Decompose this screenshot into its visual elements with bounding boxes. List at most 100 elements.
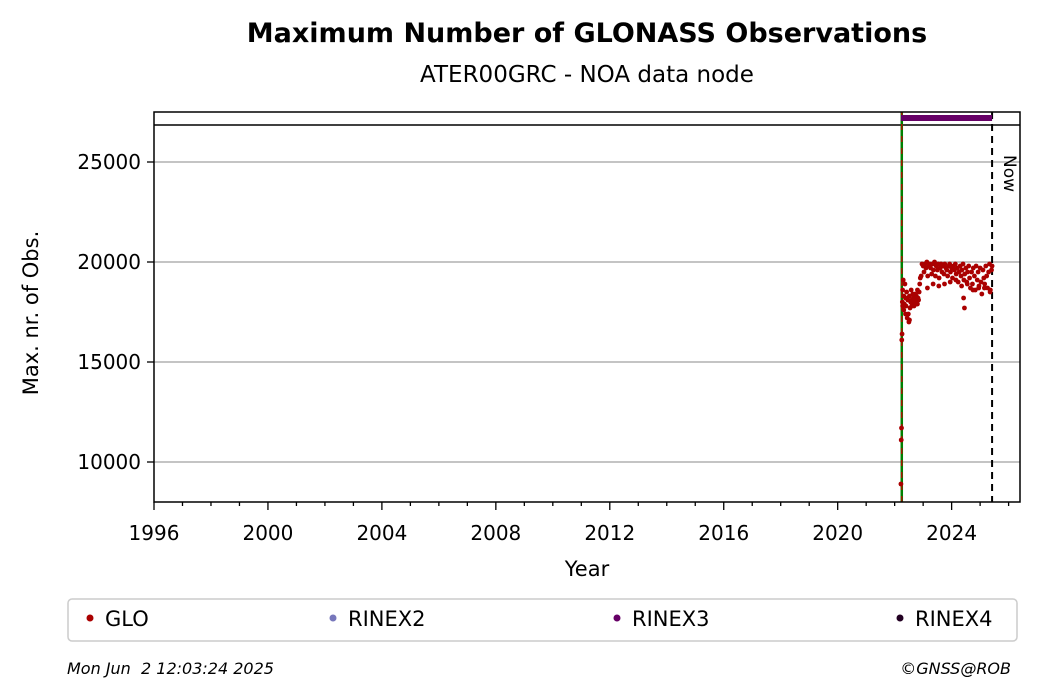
plot-frame [153, 111, 1021, 503]
data-point-glo [953, 277, 959, 283]
x-tick-label: 2012 [584, 521, 635, 545]
data-point-glo [908, 287, 914, 293]
data-point-glo [972, 273, 977, 279]
data-point-glo [960, 261, 966, 267]
data-point-glo [900, 303, 906, 309]
data-point-glo [966, 263, 972, 269]
legend-marker-rinex3 [613, 614, 621, 622]
data-point-glo [961, 295, 966, 301]
data-point-glo [918, 273, 924, 279]
x-tick-label: 2000 [242, 521, 293, 545]
data-point-glo [916, 289, 922, 295]
data-point-glo [907, 317, 912, 323]
data-point-glo [973, 263, 979, 269]
data-point-glo [970, 287, 976, 293]
legend-frame [67, 598, 1018, 642]
data-point-glo [932, 259, 937, 265]
data-point-glo [916, 297, 921, 303]
data-point-glo [930, 281, 936, 287]
data-point-glo [959, 283, 965, 289]
data-point-glo [952, 261, 958, 267]
data-point-glo [970, 281, 975, 287]
data-point-glo [917, 281, 923, 287]
y-tick-label: 20000 [77, 250, 141, 274]
chart-title: Maximum Number of GLONASS Observations [247, 18, 927, 49]
y-tick-label: 10000 [77, 450, 141, 474]
x-tick-label: 2016 [698, 521, 749, 545]
data-point-glo [936, 283, 942, 289]
data-point-glo [932, 273, 938, 279]
data-point-glo [905, 295, 910, 301]
legend-marker-rinex4 [896, 614, 904, 622]
data-point-glo [981, 285, 987, 291]
legend-label-rinex4: RINEX4 [915, 607, 993, 631]
data-point-glo [941, 271, 947, 277]
data-point-glo [944, 267, 950, 273]
x-tick-label: 1996 [129, 521, 180, 545]
data-point-glo [925, 285, 930, 291]
plot-border [153, 111, 1021, 503]
data-point-glo [904, 289, 910, 295]
data-point-glo [899, 337, 905, 343]
data-point-glo [974, 277, 980, 283]
data-point-glo [965, 269, 970, 275]
data-point-glo [948, 269, 953, 275]
data-point-glo [901, 307, 907, 313]
data-point-glo [976, 285, 982, 291]
data-point-glo [989, 263, 995, 269]
data-point-glo [898, 437, 904, 443]
data-point-glo [964, 281, 970, 287]
data-point-glo [969, 269, 974, 275]
data-point-glo [962, 305, 967, 311]
grid-layer [154, 124, 1020, 463]
legend-marker-glo [86, 614, 94, 622]
axis-ticks: 1996 2000 2004 2008 2012 2016 2020 2024 10000 150… [77, 150, 1010, 545]
x-tick-label: 2020 [812, 521, 863, 545]
reference-lines: Now [900, 112, 1019, 502]
data-point-glo [959, 267, 965, 273]
data-point-glo [909, 303, 915, 309]
data-point-glo [980, 267, 986, 273]
data-points [898, 115, 995, 487]
data-point-glo [942, 281, 947, 287]
x-tick-label: 2008 [470, 521, 521, 545]
x-tick-label: 2024 [926, 521, 977, 545]
data-point-glo [903, 311, 908, 317]
data-point-glo [967, 275, 972, 281]
data-point-glo [978, 279, 984, 285]
data-point-glo [979, 291, 985, 297]
data-point-glo [902, 281, 908, 287]
data-point-glo [898, 481, 904, 487]
data-point-glo [900, 287, 906, 293]
data-point-glo [987, 289, 993, 295]
data-point-glo [982, 281, 988, 287]
data-point-glo [975, 269, 981, 275]
data-point-glo [899, 331, 905, 337]
data-point-glo [915, 301, 920, 307]
data-point-glo [936, 275, 942, 281]
now-label: Now [999, 155, 1019, 192]
data-point-glo [929, 271, 935, 277]
data-point-glo [983, 263, 989, 269]
data-point-glo [947, 279, 953, 285]
data-point-glo [958, 273, 964, 279]
data-point-glo [945, 273, 951, 279]
y-axis-label: Max. nr. of Obs. [19, 231, 43, 396]
legend-label-rinex3: RINEX3 [632, 607, 710, 631]
data-point-glo [903, 303, 909, 309]
data-point-glo [931, 267, 936, 273]
legend-label-glo: GLO [105, 607, 149, 631]
x-axis-label: Year [564, 557, 610, 581]
data-point-glo [900, 277, 906, 283]
legend: GLO RINEX2 RINEX3 RINEX4 [67, 598, 1018, 642]
footer-timestamp: Mon Jun 2 12:03:24 2025 [67, 659, 274, 678]
legend-marker-rinex2 [329, 614, 337, 622]
footer-credit: ©GNSS@ROB [900, 659, 1011, 678]
y-tick-label: 15000 [77, 350, 141, 374]
data-point-glo [921, 269, 927, 275]
y-tick-label: 25000 [77, 150, 141, 174]
data-point-glo [989, 267, 994, 273]
data-point-glo [942, 261, 948, 267]
legend-label-rinex2: RINEX2 [348, 607, 426, 631]
